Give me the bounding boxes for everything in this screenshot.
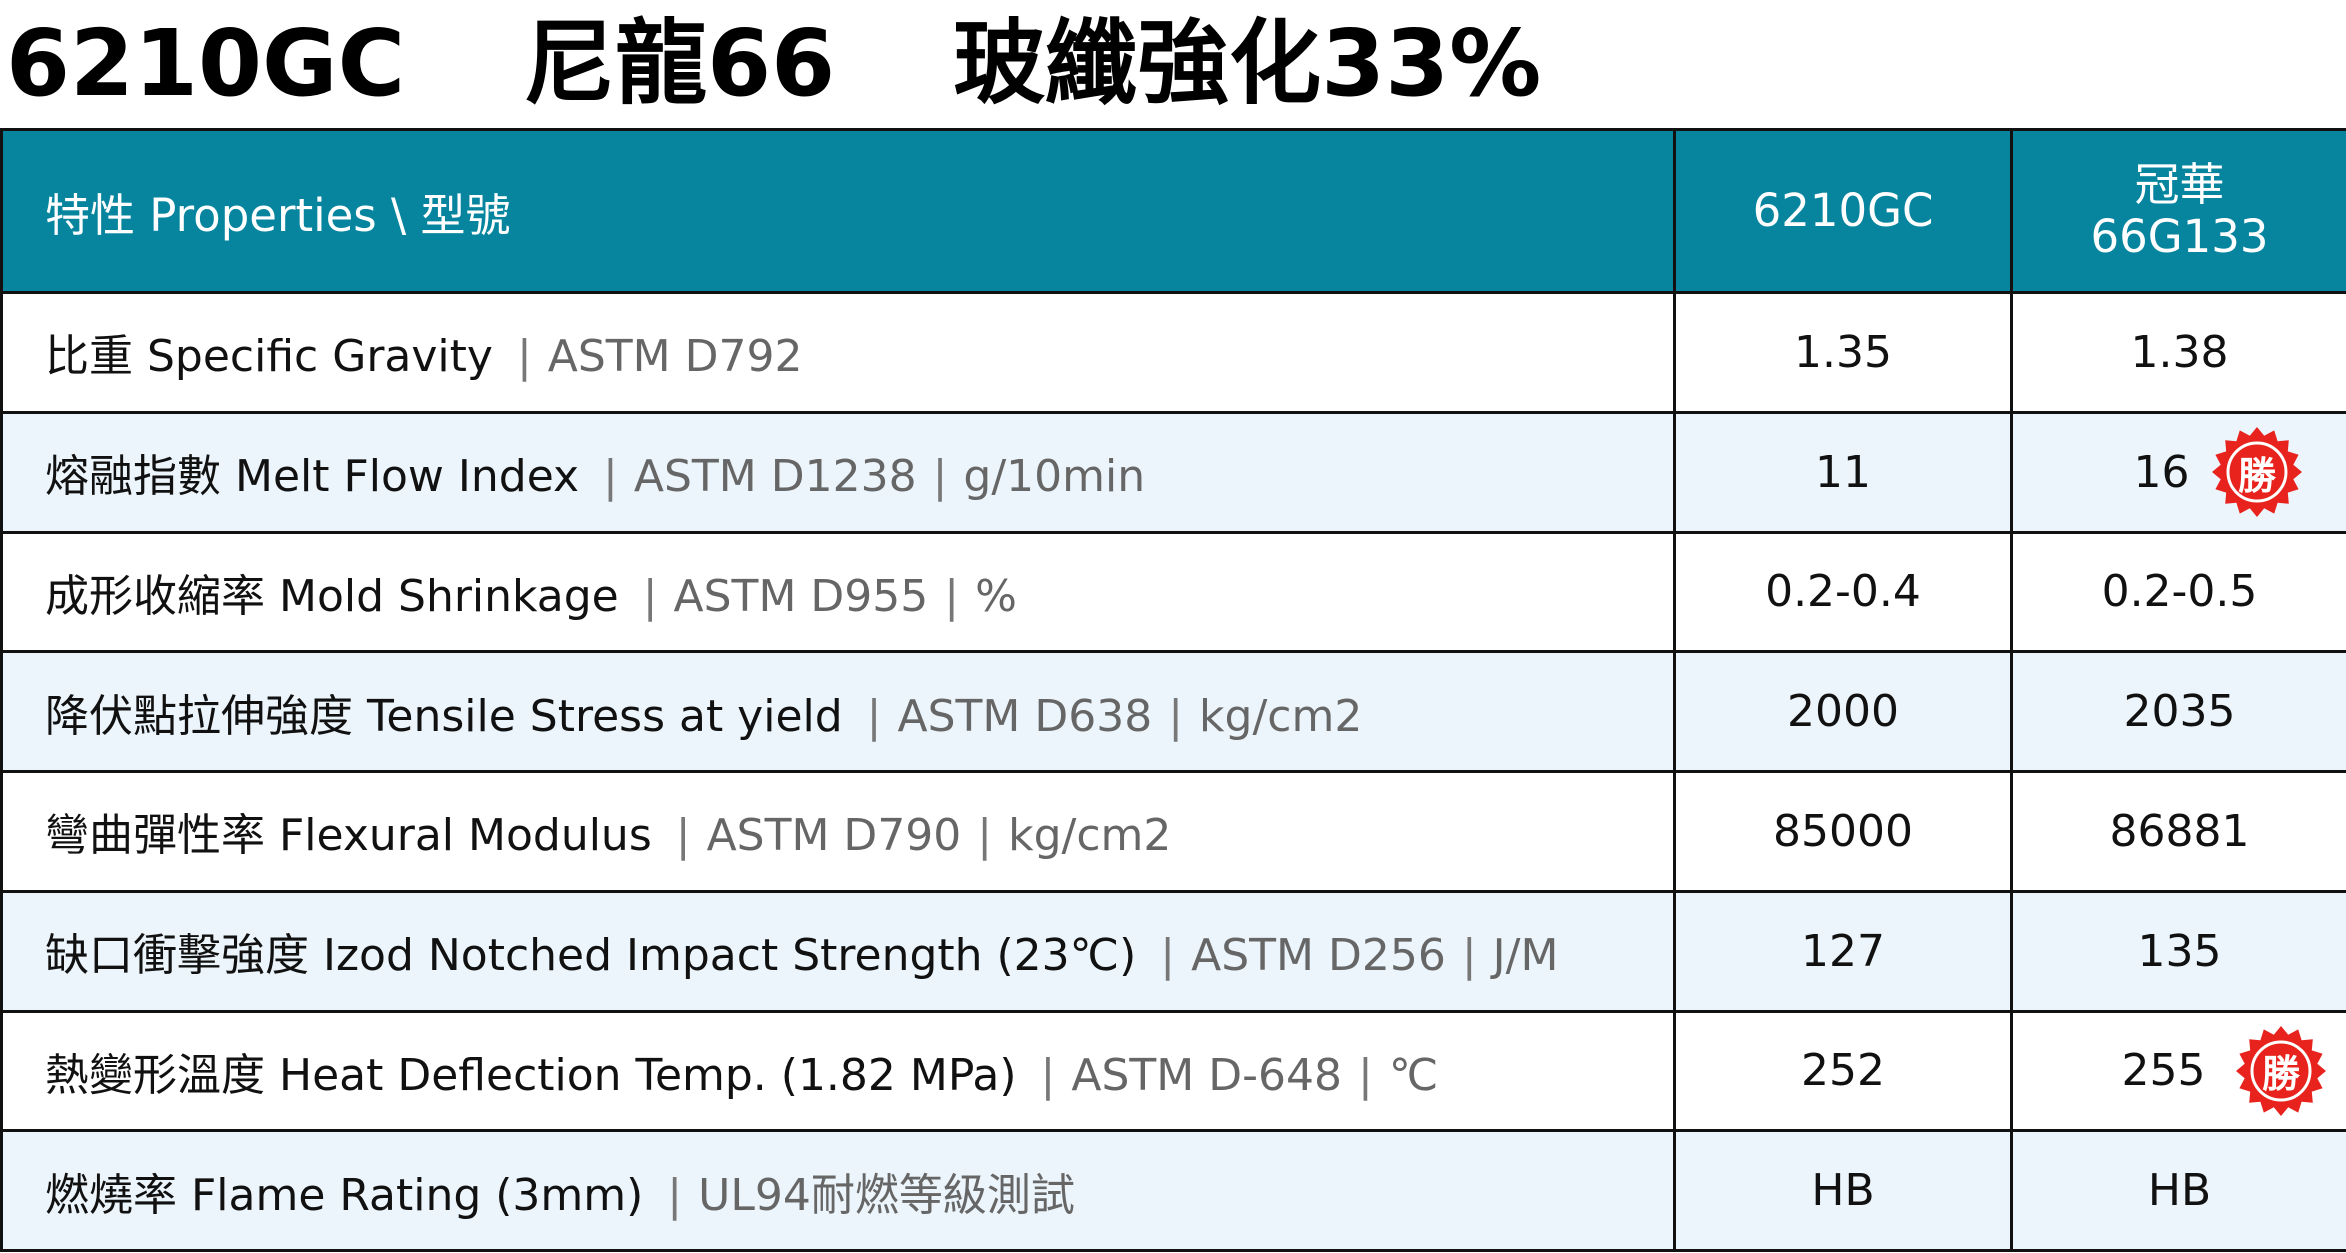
table-row: 熱變形溫度 Heat Deflection Temp. (1.82 MPa) | A… <box>0 1009 2346 1133</box>
separator: | <box>1040 1049 1056 1101</box>
property-cell: 降伏點拉伸強度 Tensile Stress at yield | ASTM D63… <box>0 650 1676 773</box>
property-name: 彎曲彈性率 Flexural Modulus <box>45 810 652 862</box>
starburst-badge-icon: 勝 <box>2211 426 2303 518</box>
test-standard: ASTM D-648 <box>1071 1049 1342 1101</box>
test-standard: UL94耐燃等級測試 <box>698 1169 1075 1221</box>
separator: | <box>944 570 960 622</box>
separator: | <box>1168 690 1184 742</box>
value-competitor: 2035 <box>2123 686 2236 738</box>
separator: | <box>1461 930 1477 982</box>
property-name: 比重 Specific Gravity <box>45 331 493 383</box>
value-competitor-cell: 16 勝 <box>2010 410 2346 534</box>
table-header-row: 特性 Properties \ 型號 6210GC 冠華 66G133 <box>0 128 2346 294</box>
value-competitor: 255 <box>2121 1045 2206 1097</box>
value-competitor-cell: 1.38 <box>2010 291 2346 414</box>
property-cell: 缺口衝擊強度 Izod Notched Impact Strength (23℃… <box>0 889 1676 1013</box>
separator: | <box>866 690 882 742</box>
unit: kg/cm2 <box>1008 810 1172 862</box>
unit: ℃ <box>1388 1049 1439 1101</box>
value-competitor-cell: 135 <box>2010 889 2346 1013</box>
separator: | <box>642 570 658 622</box>
property-name: 熱變形溫度 Heat Deflection Temp. (1.82 MPa) <box>45 1049 1017 1101</box>
value-6210gc: 85000 <box>1673 770 2013 893</box>
test-standard: ASTM D638 <box>897 690 1153 742</box>
header-competitor-model: 66G133 <box>2090 210 2269 263</box>
test-standard: ASTM D792 <box>547 331 803 383</box>
unit: kg/cm2 <box>1199 690 1363 742</box>
property-cell: 彎曲彈性率 Flexural Modulus | ASTM D790 | kg/cm2 <box>0 770 1676 893</box>
value-competitor-cell: 2035 <box>2010 650 2346 773</box>
value-competitor: 86881 <box>2109 805 2250 857</box>
value-competitor: 16 <box>2133 446 2190 498</box>
property-name: 缺口衝擊強度 Izod Notched Impact Strength (23℃… <box>45 930 1137 982</box>
header-model-6210gc: 6210GC <box>1673 128 2013 294</box>
property-cell: 燃燒率 Flame Rating (3mm) | UL94耐燃等級測試 <box>0 1129 1676 1252</box>
value-competitor: 0.2-0.5 <box>2101 566 2258 618</box>
value-6210gc: 1.35 <box>1673 291 2013 414</box>
separator: | <box>603 451 618 503</box>
table-row: 成形收縮率 Mold Shrinkage | ASTM D955 |% 0.2-0.4 0… <box>0 530 2346 654</box>
property-cell: 熱變形溫度 Heat Deflection Temp. (1.82 MPa) | A… <box>0 1009 1676 1133</box>
test-standard: ASTM D1238 <box>633 451 917 503</box>
table-row: 降伏點拉伸強度 Tensile Stress at yield | ASTM D63… <box>0 650 2346 773</box>
separator: | <box>1357 1049 1373 1101</box>
table-row: 彎曲彈性率 Flexural Modulus | ASTM D790 | kg/cm2 8… <box>0 770 2346 893</box>
badge-label: 勝 <box>2237 453 2276 498</box>
value-competitor-cell: HB <box>2010 1129 2346 1252</box>
property-name: 燃燒率 Flame Rating (3mm) <box>45 1169 644 1221</box>
starburst-badge-icon: 勝 <box>2235 1025 2327 1117</box>
property-cell: 成形收縮率 Mold Shrinkage | ASTM D955 |% <box>0 530 1676 654</box>
value-competitor-cell: 0.2-0.5 <box>2010 530 2346 654</box>
title-material: 尼龍66 <box>523 10 836 117</box>
table-row: 比重 Specific Gravity | ASTM D792 1.35 1.38 <box>0 291 2346 414</box>
separator: | <box>675 810 691 862</box>
property-name: 降伏點拉伸強度 Tensile Stress at yield <box>45 690 843 742</box>
table-row: 熔融指數 Melt Flow Index | ASTM D1238 | g/10min 1… <box>0 410 2346 534</box>
value-competitor-cell: 86881 <box>2010 770 2346 893</box>
property-name: 成形收縮率 Mold Shrinkage <box>45 570 619 622</box>
separator: | <box>667 1169 683 1221</box>
value-6210gc: 11 <box>1673 410 2013 534</box>
test-standard: ASTM D955 <box>673 570 929 622</box>
header-competitor-brand: 冠華 <box>2134 158 2225 212</box>
badge-label: 勝 <box>2261 1052 2300 1097</box>
separator: | <box>977 810 993 862</box>
value-6210gc: 252 <box>1673 1009 2013 1133</box>
property-cell: 熔融指數 Melt Flow Index | ASTM D1238 | g/10min <box>0 410 1676 534</box>
separator: | <box>516 331 532 383</box>
value-6210gc: 127 <box>1673 889 2013 1013</box>
separator: | <box>1160 930 1176 982</box>
header-competitor: 冠華 66G133 <box>2010 128 2346 294</box>
value-competitor-cell: 255 勝 <box>2010 1009 2346 1133</box>
title-model: 6210GC <box>6 10 406 117</box>
value-6210gc: 2000 <box>1673 650 2013 773</box>
properties-table: 特性 Properties \ 型號 6210GC 冠華 66G133 比重 S… <box>0 128 2346 1252</box>
value-6210gc: HB <box>1673 1129 2013 1252</box>
table-row: 缺口衝擊強度 Izod Notched Impact Strength (23℃… <box>0 889 2346 1013</box>
header-properties: 特性 Properties \ 型號 <box>0 128 1676 294</box>
value-competitor: 1.38 <box>2130 326 2229 378</box>
test-standard: ASTM D790 <box>706 810 962 862</box>
value-6210gc: 0.2-0.4 <box>1673 530 2013 654</box>
test-standard: ASTM D256 <box>1191 930 1446 982</box>
unit: g/10min <box>963 451 1146 503</box>
table-row: 燃燒率 Flame Rating (3mm) | UL94耐燃等級測試 HB HB <box>0 1129 2346 1252</box>
property-cell: 比重 Specific Gravity | ASTM D792 <box>0 291 1676 414</box>
title-reinforcement: 玻纖強化33% <box>953 10 1542 117</box>
unit: % <box>975 570 1017 622</box>
separator: | <box>932 451 948 503</box>
value-competitor: HB <box>2147 1165 2212 1217</box>
page-title: 6210GC 尼龍66 玻纖強化33% <box>6 0 1541 128</box>
value-competitor: 135 <box>2137 925 2222 977</box>
unit: J/M <box>1492 930 1559 982</box>
property-name: 熔融指數 Melt Flow Index <box>45 451 580 503</box>
